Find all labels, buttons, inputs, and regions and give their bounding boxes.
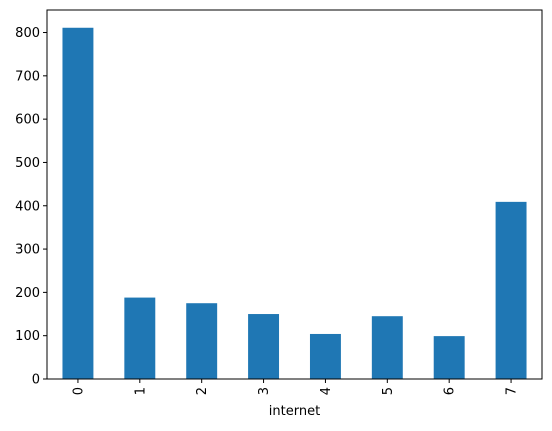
- plot-frame: [46, 9, 543, 380]
- x-tick-label-3: 3: [257, 387, 272, 395]
- y-tick-label-500: 500: [15, 156, 40, 171]
- y-tick-label-200: 200: [15, 286, 40, 301]
- bar-1: [124, 297, 156, 379]
- x-tick-label-6: 6: [443, 387, 458, 395]
- y-tick-label-100: 100: [15, 329, 40, 344]
- y-tick-label-300: 300: [15, 243, 40, 258]
- y-tick-label-0: 0: [32, 373, 40, 388]
- y-tick-label-800: 800: [15, 26, 40, 41]
- bar-4: [309, 333, 341, 379]
- y-axis: 0 100 200 300 400 500 600 700 800: [15, 26, 47, 388]
- x-tick-label-5: 5: [381, 387, 396, 395]
- x-tick-label-4: 4: [319, 387, 334, 395]
- bar-3: [248, 314, 280, 379]
- bars-layer: [62, 27, 527, 379]
- bar-7: [495, 201, 527, 379]
- y-tick-label-700: 700: [15, 69, 40, 84]
- bar-5: [371, 316, 403, 379]
- x-tick-label-0: 0: [71, 387, 86, 395]
- x-tick-label-1: 1: [133, 387, 148, 395]
- y-tick-label-400: 400: [15, 199, 40, 214]
- x-axis-label: internet: [269, 404, 320, 419]
- y-tick-label-600: 600: [15, 113, 40, 128]
- x-tick-label-2: 2: [195, 387, 210, 395]
- bar-0: [62, 27, 94, 379]
- x-tick-label-7: 7: [505, 387, 520, 395]
- bar-2: [186, 303, 218, 379]
- bar-6: [433, 336, 465, 379]
- x-axis: 0 1 2 3 4 5 6 7: [71, 379, 520, 395]
